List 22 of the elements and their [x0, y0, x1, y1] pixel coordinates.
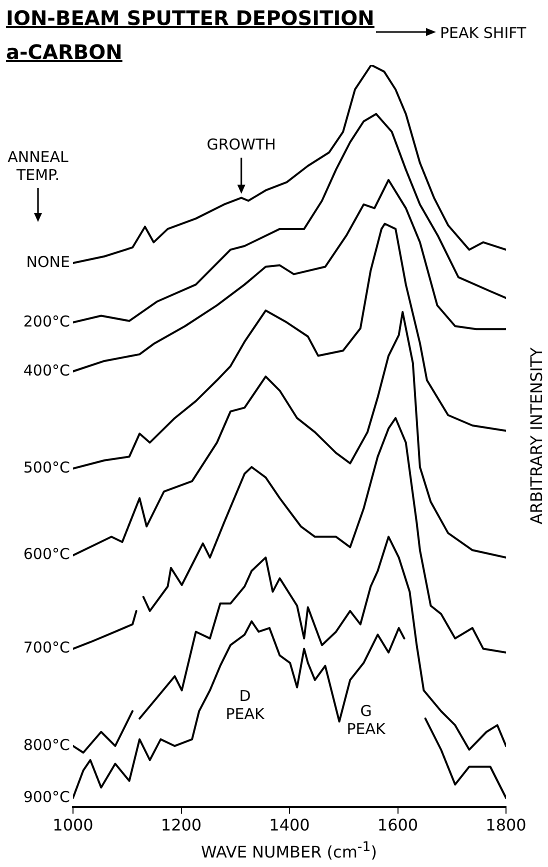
annotation: GROWTH — [206, 136, 276, 154]
series-label: 400°C — [23, 361, 70, 380]
x-tick-label: 1800 — [486, 816, 526, 835]
series-label: 900°C — [23, 788, 70, 806]
series-label: 500°C — [23, 458, 70, 476]
series-label: NONE — [26, 252, 70, 271]
series-label: 800°C — [23, 736, 70, 754]
annotation: G PEAK — [346, 702, 386, 738]
annotation: D PEAK — [226, 686, 266, 723]
series-label: 700°C — [23, 638, 70, 657]
chart-title: ION-BEAM SPUTTER DEPOSITION — [6, 6, 374, 30]
chart-subtitle: a-CARBON — [6, 40, 122, 64]
x-axis-title: WAVE NUMBER (cm$^{-1}$) — [200, 840, 378, 862]
y-axis-title: ARBITRARY INTENSITY — [527, 347, 546, 524]
text: PEAK SHIFT — [440, 24, 527, 42]
text: ANNEAL TEMP. — [8, 148, 70, 184]
x-tick-label: 1400 — [269, 816, 310, 835]
x-tick-label: 1000 — [52, 816, 94, 835]
x-tick-label: 1600 — [377, 816, 418, 835]
x-tick-label: 1200 — [160, 816, 202, 835]
series-label: 200°C — [23, 312, 70, 330]
series-label: 600°C — [23, 545, 70, 564]
